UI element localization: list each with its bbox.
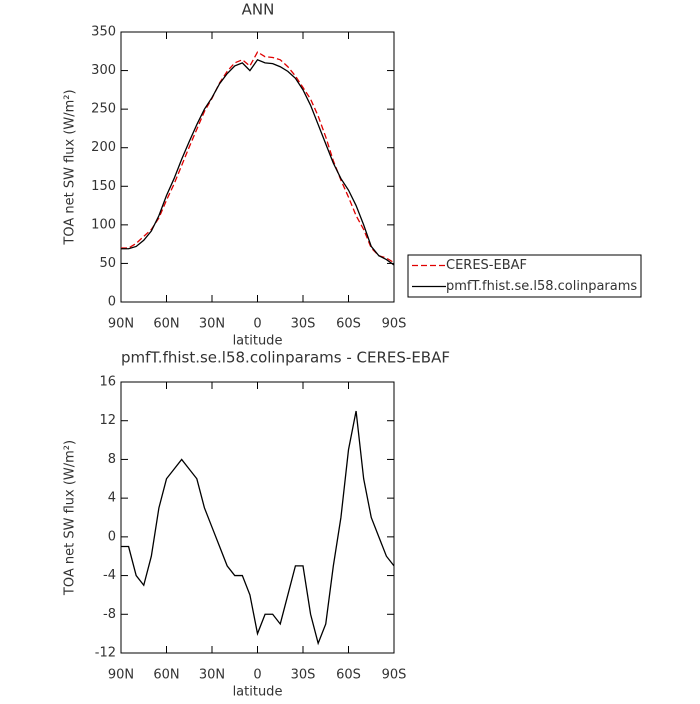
y-tick-label: 4	[108, 491, 116, 506]
x-tick-label: 30S	[291, 668, 316, 683]
y-axis-label: TOA net SW flux (W/m²)	[63, 440, 78, 596]
x-tick-label: 0	[253, 668, 261, 683]
legend-box	[407, 254, 642, 298]
y-tick-label: 0	[108, 529, 116, 544]
y-tick-label: -4	[103, 568, 116, 583]
x-axis-label: latitude	[233, 334, 283, 349]
y-tick-label: 200	[91, 140, 116, 155]
x-tick-label: 90S	[382, 317, 407, 332]
y-tick-label: 16	[99, 375, 116, 390]
y-tick-label: 50	[99, 256, 116, 271]
plot-frame	[120, 381, 395, 654]
plot-frame	[120, 31, 395, 303]
x-tick-label: 60S	[336, 317, 361, 332]
data-line	[121, 51, 395, 264]
x-tick-label: 60N	[153, 317, 179, 332]
x-tick-label: 60S	[336, 668, 361, 683]
y-tick-label: -12	[95, 646, 116, 661]
x-tick-label: 60N	[153, 668, 179, 683]
data-line	[121, 410, 395, 646]
legend-label: CERES-EBAF	[446, 258, 527, 273]
data-line	[121, 58, 395, 266]
x-tick-label: 90S	[382, 668, 407, 683]
chart-title: ANN	[242, 1, 275, 19]
x-tick-label: 90N	[108, 668, 134, 683]
y-tick-label: 350	[91, 25, 116, 40]
y-tick-label: 0	[108, 295, 116, 310]
y-tick-label: 150	[91, 179, 116, 194]
x-tick-label: 30N	[199, 317, 225, 332]
y-tick-label: 300	[91, 63, 116, 78]
x-axis-label: latitude	[233, 685, 283, 700]
y-tick-label: 8	[108, 452, 116, 467]
y-axis-label: TOA net SW flux (W/m²)	[63, 89, 78, 245]
y-tick-label: 250	[91, 102, 116, 117]
legend-label: pmfT.fhist.se.l58.colinparams	[446, 279, 637, 294]
chart-title: pmfT.fhist.se.l58.colinparams - CERES-EB…	[121, 349, 450, 367]
x-tick-label: 30S	[291, 317, 316, 332]
x-tick-label: 90N	[108, 317, 134, 332]
x-tick-label: 0	[253, 317, 261, 332]
y-tick-label: 12	[99, 413, 116, 428]
y-tick-label: -8	[103, 607, 116, 622]
x-tick-label: 30N	[199, 668, 225, 683]
y-tick-label: 100	[91, 217, 116, 232]
